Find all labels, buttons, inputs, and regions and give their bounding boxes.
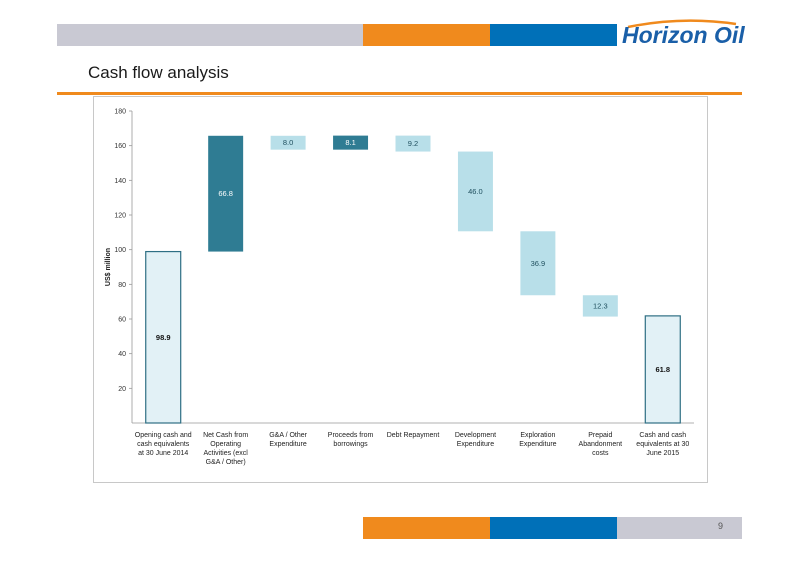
x-category-line: Cash and cash (639, 432, 686, 439)
bars-group: 98.9 66.8 8.0 8.1 9.2 46.0 36.9 12.3 61.8 (145, 135, 681, 424)
x-category-label: Prepaid Abandonment costs (579, 432, 623, 457)
bar-decrease (520, 231, 556, 296)
x-category-line: Abandonment (579, 441, 623, 448)
x-category-line: Exploration (520, 432, 555, 439)
bar-value-label: 12.3 (593, 301, 608, 310)
bar-value-label: 8.1 (345, 138, 355, 147)
x-category-line: Opening cash and (135, 432, 192, 439)
x-category-line: Activities (excl (203, 450, 248, 457)
x-category-line: at 30 June 2014 (138, 450, 188, 457)
footer-band-blue (490, 517, 617, 539)
bar-value-label: 8.0 (283, 138, 293, 147)
x-category-line: cash equivalents (137, 441, 190, 448)
y-tick-label: 20 (118, 386, 126, 393)
logo-swoosh-icon (627, 19, 737, 28)
x-category-line: Expenditure (457, 441, 494, 448)
x-category-line: Proceeds from (328, 432, 374, 439)
x-category-line: Operating (210, 441, 241, 448)
x-category-line: costs (592, 450, 609, 457)
y-tick-label: 140 (114, 178, 126, 185)
bar-value-label: 98.9 (156, 333, 171, 342)
bar-value-label: 61.8 (655, 365, 670, 374)
bar-value-label: 46.0 (468, 187, 483, 196)
bar-total (644, 315, 681, 424)
page-title: Cash flow analysis (88, 63, 229, 82)
x-category-line: G&A / Other) (206, 459, 246, 466)
x-category-line: borrowings (333, 441, 368, 448)
waterfall-chart: 20 40 60 80 100 120 140 160 180 98.9 66.8 8.0 8.1 9.… (105, 109, 694, 466)
x-category-label: Proceeds from borrowings (328, 432, 374, 448)
x-category-line: Expenditure (269, 441, 306, 448)
bar-decrease (582, 295, 618, 317)
x-category-label: Development Expenditure (455, 432, 496, 448)
x-category-line: Expenditure (519, 441, 556, 448)
y-tick-label: 60 (118, 317, 126, 324)
bar-value-label: 36.9 (531, 259, 546, 268)
footer-band-orange (363, 517, 490, 539)
x-category-line: Prepaid (588, 432, 612, 439)
y-tick-label: 80 (118, 282, 126, 289)
x-category-label: Exploration Expenditure (519, 432, 556, 448)
x-category-line: June 2015 (646, 450, 679, 457)
page-number: 9 (718, 521, 724, 531)
x-axis-labels: Opening cash and cash equivalents at 30 Ju… (135, 432, 690, 466)
title-divider (57, 92, 742, 95)
x-category-line: Development (455, 432, 496, 439)
y-tick-label: 180 (114, 109, 126, 116)
header-band-blue (490, 24, 617, 46)
x-category-line: Net Cash from (203, 432, 248, 439)
x-category-line: Debt Repayment (387, 432, 440, 439)
y-tick-label: 40 (118, 351, 126, 358)
bar-value-label: 9.2 (408, 139, 418, 148)
bar-value-label: 66.8 (218, 189, 233, 198)
x-category-line: equivalents at 30 (636, 441, 689, 448)
bar-decrease (395, 135, 431, 152)
y-axis: 20 40 60 80 100 120 140 160 180 (114, 109, 694, 424)
y-tick-label: 160 (114, 143, 126, 150)
x-category-label: Net Cash from Operating Activities (excl G&… (203, 432, 248, 466)
x-category-label: G&A / Other Expenditure (269, 432, 307, 448)
chart-frame: 20 40 60 80 100 120 140 160 180 98.9 66.8 8.0 8.1 9.… (93, 96, 708, 483)
bar-decrease (270, 135, 306, 150)
y-axis-title: US$ million (105, 248, 112, 286)
company-logo: Horizon Oil (622, 22, 745, 48)
x-category-label: Opening cash and cash equivalents at 30 Ju… (135, 432, 192, 457)
x-category-label: Debt Repayment (387, 432, 440, 439)
footer-band-gray (617, 517, 742, 539)
bar-decrease (457, 151, 493, 232)
y-tick-label: 120 (114, 213, 126, 220)
bar-increase (208, 135, 244, 252)
x-category-line: G&A / Other (269, 432, 307, 439)
bar-total (145, 250, 182, 424)
bar-increase (333, 135, 369, 150)
header-band-gray-left (57, 24, 363, 46)
header-band-orange (363, 24, 490, 46)
x-category-label: Cash and cash equivalents at 30 June 2015 (636, 432, 689, 457)
y-tick-label: 100 (114, 247, 126, 254)
